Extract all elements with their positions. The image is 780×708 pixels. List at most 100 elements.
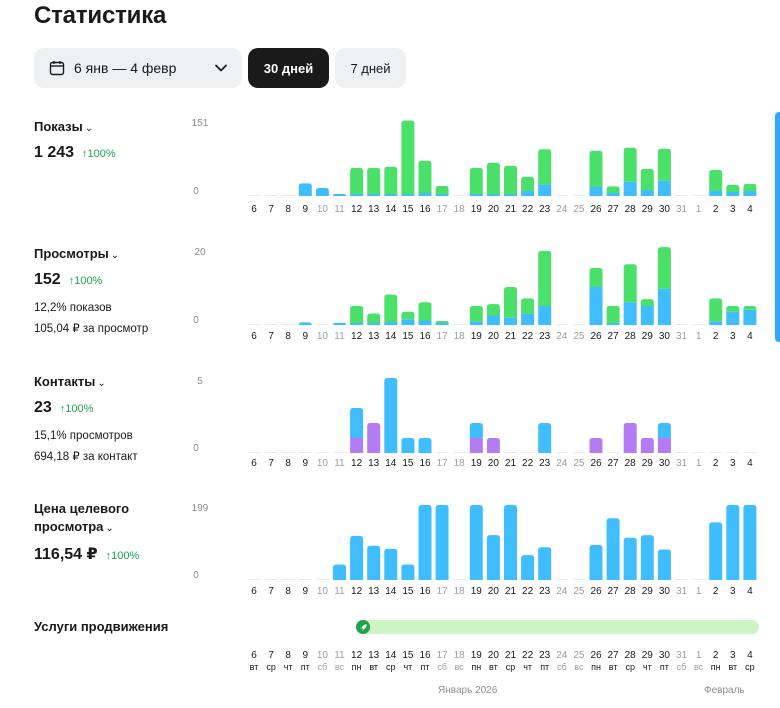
bar-blue-30[interactable] [657, 288, 671, 325]
bar-blue-3[interactable] [726, 191, 740, 196]
bar-purple-26[interactable] [589, 438, 603, 453]
metric-views-title[interactable]: Просмотры ⌄ [34, 245, 148, 265]
bar-blue-15[interactable] [401, 564, 415, 580]
bar-blue-12[interactable] [350, 408, 364, 438]
bar-blue-17[interactable] [435, 505, 449, 580]
bar-blue-15[interactable] [401, 438, 415, 453]
bar-green-19[interactable] [469, 167, 483, 194]
bar-green-19[interactable] [469, 306, 483, 322]
bar-blue-14[interactable] [384, 193, 398, 196]
side-scroll-indicator[interactable] [775, 112, 780, 342]
bar-purple-30[interactable] [657, 438, 671, 453]
bar-blue-10[interactable] [315, 187, 329, 196]
bar-green-4[interactable] [743, 183, 757, 191]
bar-green-14[interactable] [384, 294, 398, 322]
bar-blue-11[interactable] [333, 322, 346, 325]
bar-blue-19[interactable] [469, 321, 483, 325]
bar-blue-16[interactable] [418, 320, 432, 325]
bar-blue-11[interactable] [333, 564, 346, 580]
bar-blue-15[interactable] [401, 319, 415, 325]
bar-blue-16[interactable] [418, 192, 432, 196]
bar-blue-22[interactable] [521, 313, 535, 325]
bar-green-23[interactable] [538, 149, 552, 185]
bar-purple-20[interactable] [486, 438, 500, 453]
bar-blue-26[interactable] [589, 287, 603, 325]
bar-green-30[interactable] [657, 148, 671, 181]
metric-cost-title[interactable]: Цена целевого просмотра ⌄ [34, 500, 139, 538]
bar-green-27[interactable] [606, 186, 620, 193]
bar-green-22[interactable] [521, 176, 535, 191]
metric-impressions-title[interactable]: Показы ⌄ [34, 118, 116, 138]
bar-blue-12[interactable] [350, 535, 364, 580]
metric-contacts-title[interactable]: Контакты ⌄ [34, 373, 138, 393]
bar-green-20[interactable] [486, 304, 500, 316]
bar-blue-19[interactable] [469, 423, 483, 438]
bar-green-26[interactable] [589, 268, 603, 287]
rocket-icon[interactable] [356, 620, 370, 634]
bar-blue-23[interactable] [538, 547, 552, 580]
bar-green-13[interactable] [367, 167, 381, 194]
bar-blue-27[interactable] [606, 518, 620, 580]
bar-blue-13[interactable] [367, 545, 381, 580]
bar-green-12[interactable] [350, 167, 364, 194]
bar-blue-13[interactable] [367, 193, 381, 196]
bar-green-2[interactable] [709, 169, 723, 191]
bar-blue-20[interactable] [486, 315, 500, 326]
bar-blue-3[interactable] [726, 505, 740, 580]
bar-blue-12[interactable] [350, 193, 364, 196]
bar-green-23[interactable] [538, 250, 552, 306]
bar-blue-23[interactable] [538, 306, 552, 325]
bar-blue-28[interactable] [623, 537, 637, 580]
period-7-days-button[interactable]: 7 дней [335, 48, 406, 88]
bar-blue-9[interactable] [298, 322, 312, 325]
bar-blue-4[interactable] [743, 505, 757, 580]
bar-green-28[interactable] [623, 264, 637, 303]
bar-green-2[interactable] [709, 298, 723, 322]
bar-blue-30[interactable] [657, 180, 671, 196]
bar-green-20[interactable] [486, 162, 500, 194]
bar-green-14[interactable] [384, 166, 398, 194]
bar-blue-14[interactable] [384, 548, 398, 580]
bar-purple-12[interactable] [350, 438, 364, 453]
bar-green-21[interactable] [504, 165, 517, 194]
bar-blue-26[interactable] [589, 186, 603, 196]
bar-blue-19[interactable] [469, 505, 483, 580]
bar-green-27[interactable] [606, 305, 620, 323]
bar-blue-28[interactable] [623, 181, 637, 196]
bar-green-15[interactable] [401, 120, 415, 194]
date-range-select[interactable]: 6 янв — 4 февр [34, 48, 242, 88]
bar-blue-21[interactable] [504, 193, 517, 196]
bar-blue-17[interactable] [435, 194, 449, 196]
bar-blue-23[interactable] [538, 184, 552, 196]
bar-blue-14[interactable] [384, 321, 398, 325]
bar-blue-28[interactable] [623, 302, 637, 325]
bar-green-12[interactable] [350, 305, 364, 323]
bar-green-29[interactable] [640, 168, 654, 190]
bar-blue-2[interactable] [709, 190, 723, 196]
bar-blue-21[interactable] [504, 317, 517, 325]
bar-blue-29[interactable] [640, 306, 654, 325]
bar-blue-27[interactable] [606, 323, 620, 325]
bar-blue-29[interactable] [640, 189, 654, 196]
bar-green-4[interactable] [743, 306, 757, 310]
bar-green-29[interactable] [640, 299, 654, 306]
bar-blue-2[interactable] [709, 522, 723, 580]
bar-green-13[interactable] [367, 313, 381, 324]
bar-purple-13[interactable] [367, 423, 381, 453]
bar-blue-15[interactable] [401, 193, 415, 196]
bar-blue-21[interactable] [504, 505, 517, 580]
bar-blue-26[interactable] [589, 544, 603, 580]
bar-blue-17[interactable] [435, 323, 449, 325]
bar-blue-22[interactable] [521, 190, 535, 196]
bar-blue-30[interactable] [657, 549, 671, 580]
bar-green-16[interactable] [418, 160, 432, 193]
bar-blue-19[interactable] [469, 193, 483, 196]
bar-blue-9[interactable] [298, 183, 312, 196]
bar-blue-20[interactable] [486, 193, 500, 196]
bar-green-21[interactable] [504, 287, 517, 318]
bar-blue-13[interactable] [367, 323, 381, 325]
bar-purple-29[interactable] [640, 438, 654, 453]
bar-green-28[interactable] [623, 147, 637, 182]
bar-blue-3[interactable] [726, 311, 740, 325]
bar-blue-30[interactable] [657, 423, 671, 438]
